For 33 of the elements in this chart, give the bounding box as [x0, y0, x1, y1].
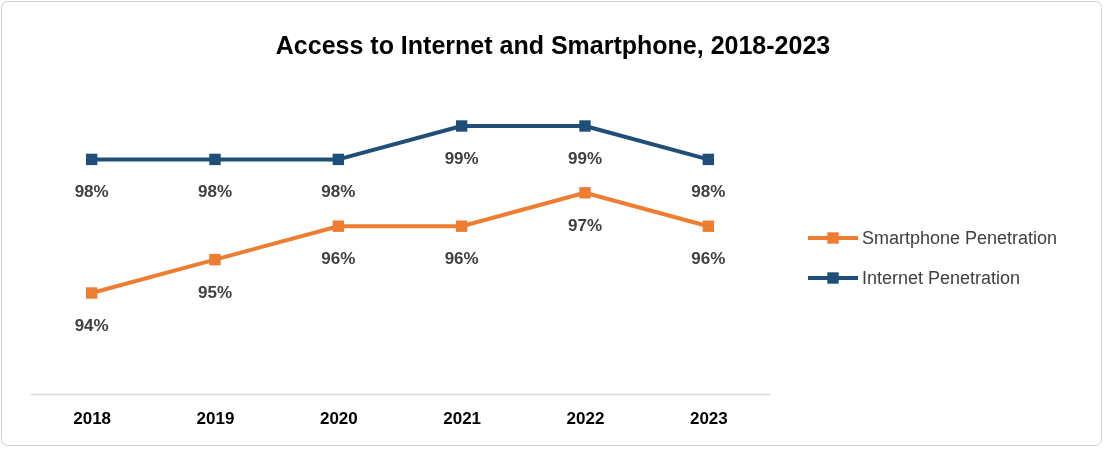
- data-label: 95%: [197, 282, 233, 302]
- data-label: 96%: [444, 249, 479, 269]
- point: [209, 253, 221, 266]
- x-tick-label: 2022: [566, 409, 605, 429]
- data-label: 99%: [567, 149, 603, 168]
- data-label: 98%: [691, 182, 726, 202]
- point: [702, 153, 715, 166]
- legend-label: Internet Penetration: [862, 268, 1021, 288]
- x-tick-label: 2018: [73, 409, 112, 429]
- point: [579, 187, 591, 199]
- data-label: 98%: [197, 182, 233, 202]
- chart-title: Access to Internet and Smartphone, 2018-2023: [275, 31, 831, 59]
- x-tick-label: 2020: [319, 409, 358, 429]
- point: [85, 153, 98, 166]
- data-label: 98%: [74, 182, 109, 202]
- data-label: 99%: [444, 149, 479, 168]
- point: [85, 287, 98, 299]
- data-label: 94%: [74, 316, 109, 335]
- data-label: 97%: [567, 215, 603, 235]
- point: [455, 120, 468, 132]
- point: [332, 153, 345, 166]
- data-label: 96%: [321, 249, 356, 269]
- point: [209, 153, 221, 166]
- point: [332, 220, 345, 232]
- point: [579, 120, 591, 132]
- legend-label: Smartphone Penetration: [862, 228, 1058, 248]
- x-tick-label: 2021: [443, 409, 482, 429]
- x-tick-label: 2023: [689, 409, 728, 429]
- data-label: 98%: [321, 182, 356, 202]
- x-tick-label: 2019: [196, 409, 235, 429]
- point: [702, 220, 715, 232]
- point: [455, 220, 468, 232]
- data-label: 96%: [691, 249, 726, 269]
